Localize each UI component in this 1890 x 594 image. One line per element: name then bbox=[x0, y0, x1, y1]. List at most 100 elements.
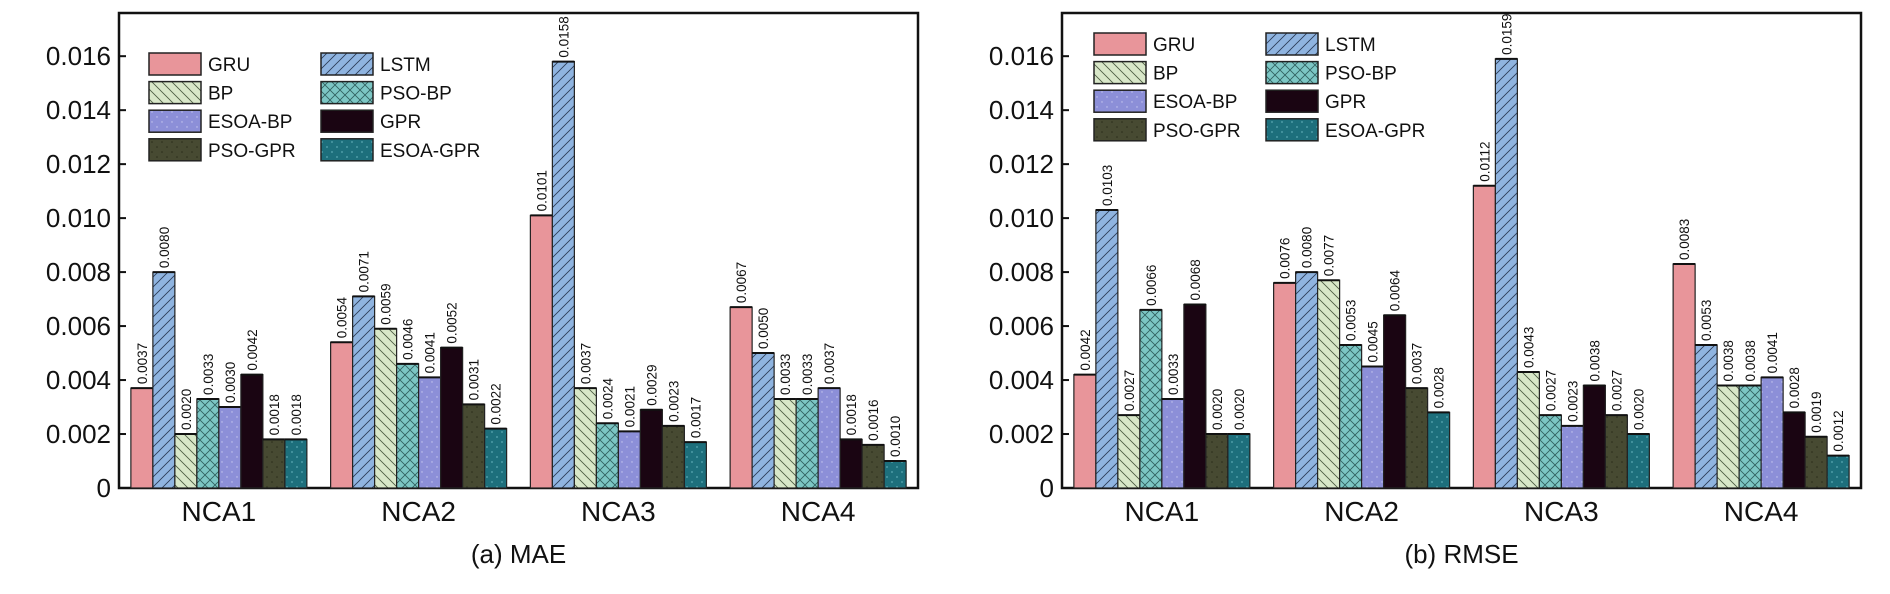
bar-gpr-nca4 bbox=[1782, 411, 1806, 489]
y-tick-label: 0 bbox=[1040, 473, 1054, 503]
data-label: 0.0159 bbox=[1499, 14, 1514, 55]
bar-bp-nca4 bbox=[773, 398, 797, 489]
data-label: 0.0024 bbox=[600, 377, 615, 419]
data-label: 0.0064 bbox=[1388, 269, 1403, 311]
bar-lstm-nca3 bbox=[551, 60, 575, 489]
x-category-label: NCA4 bbox=[1724, 496, 1799, 527]
bar-pso-bp-nca3 bbox=[595, 422, 619, 489]
bar-pso-gpr-nca2 bbox=[462, 403, 486, 489]
legend-swatch-pso-gpr bbox=[1093, 118, 1147, 142]
bar-lstm-nca2 bbox=[352, 295, 376, 489]
y-tick-label: 0.014 bbox=[46, 95, 111, 125]
data-label: 0.0037 bbox=[135, 343, 150, 384]
y-tick-label: 0.012 bbox=[989, 149, 1054, 179]
y-tick-label: 0.016 bbox=[46, 41, 111, 71]
bar-gpr-nca3 bbox=[639, 409, 663, 489]
data-label: 0.0033 bbox=[1166, 354, 1181, 395]
bar-gpr-nca2 bbox=[1383, 314, 1407, 489]
data-label: 0.0037 bbox=[822, 343, 837, 384]
bar-bp-nca2 bbox=[1317, 279, 1341, 489]
bar-pso-bp-nca1 bbox=[196, 398, 220, 489]
data-label: 0.0080 bbox=[1300, 227, 1315, 268]
data-label: 0.0053 bbox=[1699, 300, 1714, 341]
data-label: 0.0038 bbox=[1587, 340, 1602, 381]
legend: GRU LSTM BP PSO-BP ESOA-BP GPR PSO-GPR ESOA-GPR bbox=[148, 52, 480, 162]
legend-swatch-pso-gpr bbox=[148, 138, 202, 162]
bar-lstm-nca3 bbox=[1494, 58, 1518, 489]
data-label: 0.0080 bbox=[157, 227, 172, 268]
legend-swatch-esoa-gpr bbox=[320, 138, 374, 162]
bar-gru-nca2 bbox=[330, 341, 354, 489]
bar-gru-nca1 bbox=[1073, 374, 1097, 489]
bar-gru-nca3 bbox=[529, 214, 553, 489]
legend-swatch-gpr bbox=[1265, 89, 1319, 113]
y-tick-label: 0.014 bbox=[989, 95, 1054, 125]
legend-swatch-pso-bp bbox=[320, 80, 374, 105]
bar-pso-bp-nca2 bbox=[396, 363, 420, 489]
bar-gru-nca3 bbox=[1472, 185, 1496, 489]
data-label: 0.0016 bbox=[866, 400, 881, 441]
bar-lstm-nca1 bbox=[152, 271, 176, 489]
plot-frame bbox=[117, 11, 920, 490]
x-category-label: NCA1 bbox=[1125, 496, 1200, 527]
bar-esoa-gpr-nca2 bbox=[484, 428, 508, 489]
legend-swatch-esoa-bp bbox=[148, 109, 202, 133]
data-label: 0.0042 bbox=[1078, 329, 1093, 370]
data-label: 0.0037 bbox=[578, 343, 593, 384]
legend-swatch-lstm bbox=[320, 52, 374, 76]
data-label: 0.0112 bbox=[1477, 141, 1492, 181]
bar-bp-nca2 bbox=[374, 328, 398, 489]
data-label: 0.0066 bbox=[1144, 265, 1159, 306]
chart-caption: (b) RMSE bbox=[1404, 539, 1518, 569]
data-label: 0.0019 bbox=[1809, 391, 1824, 432]
bar-pso-gpr-nca2 bbox=[1405, 387, 1429, 489]
legend-swatch-bp bbox=[1093, 60, 1147, 85]
bar-bp-nca1 bbox=[174, 433, 198, 489]
bar-esoa-bp-nca3 bbox=[1560, 425, 1584, 489]
data-label: 0.0029 bbox=[644, 364, 659, 405]
bar-gpr-nca1 bbox=[1183, 303, 1207, 489]
data-label: 0.0023 bbox=[666, 381, 681, 422]
y-tick-label: 0.010 bbox=[46, 203, 111, 233]
x-category-label: NCA1 bbox=[182, 496, 257, 527]
legend-label: BP bbox=[208, 84, 233, 105]
bar-pso-bp-nca1 bbox=[1139, 309, 1163, 489]
data-label: 0.0101 bbox=[534, 170, 549, 211]
bar-esoa-bp-nca1 bbox=[1161, 398, 1185, 489]
y-tick-label: 0.016 bbox=[989, 41, 1054, 71]
legend-swatch-gpr bbox=[320, 109, 374, 133]
bar-pso-bp-nca3 bbox=[1538, 414, 1562, 489]
legend-label: PSO-GPR bbox=[1153, 121, 1241, 142]
bar-esoa-gpr-nca4 bbox=[883, 460, 907, 489]
chart-caption: (a) MAE bbox=[471, 539, 566, 569]
legend-swatch-gru bbox=[1093, 32, 1147, 56]
data-label: 0.0031 bbox=[467, 359, 482, 400]
bar-bp-nca3 bbox=[573, 387, 597, 489]
y-tick-label: 0.008 bbox=[46, 257, 111, 287]
bar-bp-nca3 bbox=[1516, 371, 1540, 489]
data-label: 0.0052 bbox=[445, 302, 460, 343]
bar-pso-gpr-nca4 bbox=[861, 444, 885, 489]
plot-frame bbox=[1060, 11, 1863, 490]
bar-esoa-gpr-nca1 bbox=[1227, 433, 1251, 489]
x-category-label: NCA3 bbox=[581, 496, 656, 527]
data-label: 0.0042 bbox=[245, 329, 260, 370]
bar-esoa-bp-nca4 bbox=[1760, 376, 1784, 489]
legend-label: GRU bbox=[1153, 35, 1195, 56]
chart-panel-rmse: 0 0.002 0.004 0.006 0.008 0.010 0.012 0.014 0.01… bbox=[989, 11, 1863, 569]
y-tick-label: 0.008 bbox=[989, 257, 1054, 287]
legend-label: GPR bbox=[380, 112, 421, 133]
data-label: 0.0033 bbox=[778, 354, 793, 395]
data-label: 0.0068 bbox=[1188, 259, 1203, 300]
legend-label: LSTM bbox=[380, 55, 431, 76]
y-tick-label: 0.004 bbox=[989, 365, 1054, 395]
bar-gpr-nca4 bbox=[839, 438, 863, 489]
bar-gpr-nca2 bbox=[440, 347, 464, 489]
data-label: 0.0022 bbox=[489, 383, 504, 424]
bar-pso-bp-nca2 bbox=[1339, 344, 1363, 489]
data-label: 0.0018 bbox=[267, 394, 282, 435]
data-label: 0.0018 bbox=[289, 394, 304, 435]
bar-bp-nca1 bbox=[1117, 414, 1141, 489]
data-label: 0.0017 bbox=[688, 397, 703, 438]
